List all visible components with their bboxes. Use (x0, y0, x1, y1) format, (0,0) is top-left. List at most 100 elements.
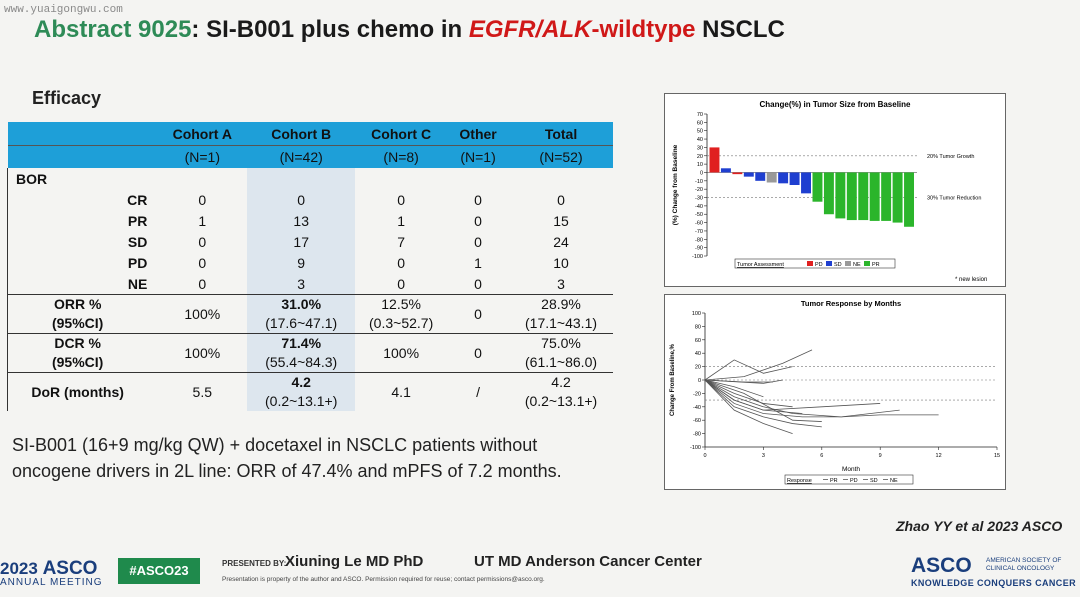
cell: 0 (198, 254, 207, 271)
cell: 0 (198, 191, 207, 208)
cell: 0 (474, 275, 482, 292)
y-tick-label: 30 (697, 145, 703, 151)
cell: 0 (447, 333, 510, 373)
asco-tagline: KNOWLEDGE CONQUERS CANCER (911, 578, 1077, 588)
cell: 0 (557, 191, 565, 208)
x-tick-label: 6 (820, 453, 823, 459)
title-wildtype: -wildtype (591, 16, 696, 43)
legend-label: PR (830, 478, 838, 484)
y-tick-label: -30 (695, 196, 703, 202)
reference-label: 20% Tumor Growth (927, 154, 974, 160)
legend-label: PD (815, 262, 823, 268)
y-tick-label: 10 (697, 162, 703, 168)
cell: 0 (474, 212, 482, 229)
cell: 71.4% (55.4~84.3) (247, 333, 356, 373)
cell: 0 (397, 191, 406, 208)
bar (846, 172, 857, 221)
n-cohort-b: (N=42) (247, 145, 356, 168)
cell: 0 (474, 191, 482, 208)
bar (743, 172, 754, 177)
y-tick-label: -20 (693, 391, 701, 397)
cell: 4.2 (0.2~13.1+) (247, 372, 356, 411)
chart-title: Tumor Response by Months (801, 299, 901, 308)
series-line (704, 379, 939, 418)
cell: / (447, 372, 510, 411)
cell: 3 (557, 275, 565, 292)
spider-chart: Tumor Response by Months Change From Base… (664, 294, 1006, 490)
cell: 75.0% (61.1~86.0) (509, 333, 613, 373)
annual-meeting: ANNUAL MEETING (0, 577, 103, 588)
y-tick-label: 60 (697, 120, 703, 126)
y-tick-label: 0 (698, 378, 701, 384)
row-label: PR (127, 212, 148, 229)
citation: Zhao YY et al 2023 ASCO (896, 518, 1063, 534)
y-tick-label: -60 (693, 418, 701, 424)
cell: 1 (474, 254, 482, 271)
cell: 13 (247, 210, 356, 231)
section-label: Efficacy (32, 88, 102, 108)
spider-svg: Tumor Response by Months Change From Base… (670, 299, 1000, 485)
n-total: (N=52) (509, 145, 613, 168)
dcr-label: DCR % (95%CI) (7, 333, 158, 373)
y-tick-label: -90 (695, 246, 703, 252)
y-tick-label: 0 (700, 170, 703, 176)
y-tick-label: -10 (695, 179, 703, 185)
y-tick-label: -40 (695, 204, 703, 210)
series-line (704, 379, 764, 398)
legend-swatch (826, 261, 832, 266)
table-row: NE 0 3 0 0 3 (8, 273, 614, 295)
y-tick-label: -20 (695, 187, 703, 193)
orr-label: ORR % (95%CI) (7, 294, 158, 334)
x-tick-label: 3 (762, 453, 765, 459)
bar (766, 172, 777, 183)
x-tick-label: 9 (879, 453, 882, 459)
row-label: PD (127, 254, 148, 271)
legend-label: NE (853, 262, 861, 268)
cell: 0 (247, 189, 356, 210)
cell: 24 (553, 233, 569, 250)
cell: 31.0% (17.6~47.1) (247, 294, 356, 334)
cell: 4.1 (355, 372, 448, 411)
series-line (704, 359, 793, 381)
waterfall-svg: Change(%) in Tumor Size from Baseline (%)… (672, 100, 987, 283)
x-tick-label: 15 (994, 453, 1000, 459)
y-tick-label: 40 (695, 351, 701, 357)
y-tick-label: 70 (697, 112, 703, 118)
bar (858, 172, 869, 221)
header-other: Other (447, 122, 510, 146)
title-genes: EGFR/ALK (468, 16, 592, 43)
table-row: SD 0 17 7 0 24 (8, 231, 614, 252)
y-tick-label: -100 (690, 445, 701, 451)
row-label: NE (127, 275, 148, 292)
series-line (704, 379, 774, 383)
y-tick-label: 20 (695, 365, 701, 371)
legend-box (734, 258, 896, 269)
cell: 1 (397, 212, 406, 229)
slide-title: Abstract 9025: SI-B001 plus chemo in EGF… (34, 16, 785, 44)
legend-label: SD (870, 478, 878, 484)
series-line (704, 379, 793, 434)
y-tick-label: -40 (693, 405, 701, 411)
y-axis-label: Change From Baseline,% (670, 343, 676, 416)
cell: 100% (157, 333, 248, 373)
n-blank (7, 145, 158, 168)
cell: 0 (474, 233, 482, 250)
cell: 0 (397, 275, 406, 292)
row-label: SD (127, 233, 148, 250)
bar (869, 172, 880, 221)
cell: 0 (198, 275, 207, 292)
y-tick-label: 20 (697, 154, 703, 160)
bar (835, 172, 846, 219)
legend-label: PR (872, 262, 880, 268)
bar (812, 172, 823, 202)
header-cohort-c: Cohort C (355, 122, 448, 146)
cell: 3 (247, 273, 356, 295)
bar (904, 172, 914, 227)
cell: 0 (198, 233, 207, 250)
bar (709, 147, 720, 173)
row-label: CR (127, 191, 148, 208)
legend-swatch (864, 261, 870, 266)
header-blank (7, 122, 158, 146)
legend-title: Tumor Assessment (737, 262, 784, 268)
